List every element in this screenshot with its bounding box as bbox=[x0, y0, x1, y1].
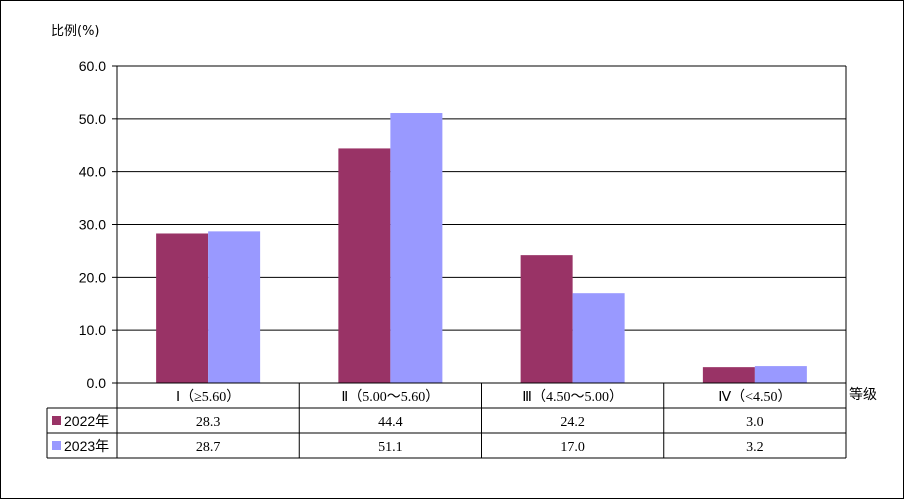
y-tick-label: 50.0 bbox=[79, 111, 106, 127]
data-table-cell: 44.4 bbox=[378, 415, 403, 430]
data-table-cell: 24.2 bbox=[560, 415, 585, 430]
y-tick-label: 10.0 bbox=[79, 322, 106, 338]
bar-series2-cat4 bbox=[754, 366, 807, 383]
data-table-cell: 28.3 bbox=[196, 415, 221, 430]
y-tick-label: 30.0 bbox=[79, 217, 106, 233]
legend-swatch bbox=[52, 416, 61, 425]
y-tick-label: 60.0 bbox=[79, 58, 106, 74]
data-table: Ⅰ（≥5.60） Ⅱ（5.00～5.60） Ⅲ（4.50～5.00） Ⅳ（<4.50）… bbox=[46, 382, 847, 459]
category-label: Ⅳ（<4.50） bbox=[718, 389, 791, 405]
bars bbox=[156, 113, 807, 383]
y-tick-label: 0.0 bbox=[87, 375, 107, 391]
y-tick-label: 20.0 bbox=[79, 269, 106, 285]
data-table-cell: 28.7 bbox=[196, 440, 221, 455]
x-axis-label: 等级 bbox=[849, 386, 877, 403]
bar-series2-cat3 bbox=[572, 293, 625, 383]
data-table-cell: 3.2 bbox=[746, 440, 764, 455]
legend-swatch bbox=[52, 441, 61, 450]
category-label: Ⅲ（4.50～5.00） bbox=[522, 389, 623, 405]
data-table-cell: 51.1 bbox=[378, 440, 403, 455]
bar-series2-cat2 bbox=[390, 113, 443, 383]
legend-label: 2023年 bbox=[64, 438, 109, 454]
bar-series1-cat3 bbox=[520, 255, 573, 383]
category-label: Ⅱ（5.00～5.60） bbox=[341, 389, 439, 405]
data-table-cell: 17.0 bbox=[560, 440, 585, 455]
bar-series2-cat1 bbox=[208, 231, 261, 383]
bar-series1-cat1 bbox=[156, 233, 209, 383]
y-tick-label: 40.0 bbox=[79, 164, 106, 180]
legend-label: 2022年 bbox=[64, 413, 109, 429]
bar-series1-cat2 bbox=[338, 148, 391, 383]
category-label: Ⅰ（≥5.60） bbox=[176, 389, 240, 405]
bar-series1-cat4 bbox=[702, 367, 755, 383]
data-table-cell: 3.0 bbox=[746, 415, 764, 430]
y-axis-label: 比例(%) bbox=[51, 24, 100, 39]
y-tick-labels: 0.0 10.0 20.0 30.0 40.0 50.0 60.0 bbox=[79, 58, 106, 391]
